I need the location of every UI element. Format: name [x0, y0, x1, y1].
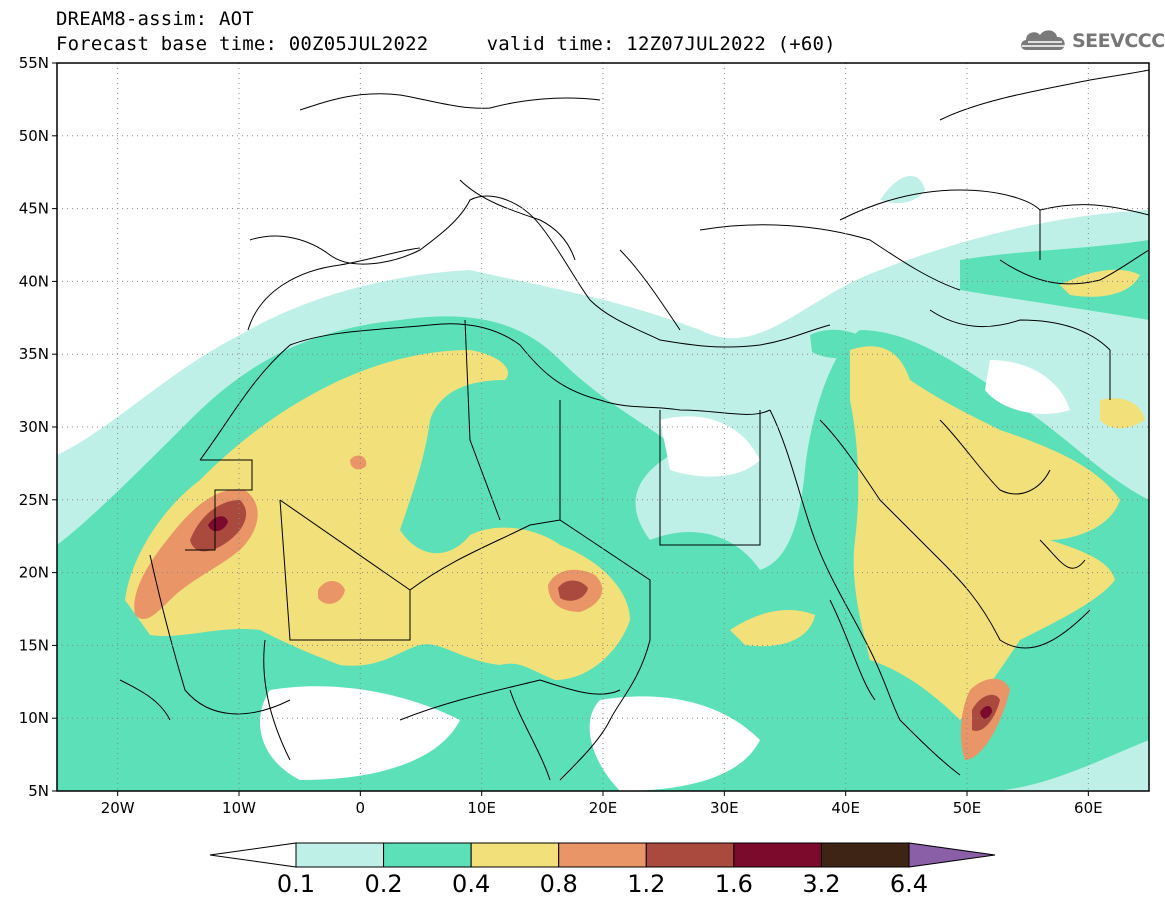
colorbar-segment — [733, 842, 822, 868]
lat-tick-label: 40N — [19, 272, 49, 290]
map-grid — [57, 63, 1149, 791]
lat-tick-label: 50N — [19, 127, 49, 145]
lon-tick-label: 60E — [1074, 799, 1103, 817]
colorbar-label: 0.2 — [364, 870, 402, 898]
lat-tick-label: 25N — [19, 491, 49, 509]
lat-tick-label: 55N — [19, 54, 49, 72]
colorbar-segment — [383, 842, 472, 868]
map-title: DREAM8-assim: AOT — [56, 8, 254, 30]
lat-tick-label: 5N — [28, 782, 49, 800]
aot-colorbar: 0.1 0.2 0.4 0.8 1.2 1.6 3.2 6.4 — [209, 842, 996, 898]
colorbar-segment — [470, 842, 560, 868]
colorbar-label: 0.4 — [452, 870, 490, 898]
lat-tick-label: 35N — [19, 345, 49, 363]
colorbar-label: 6.4 — [890, 870, 928, 898]
lon-tick-label: 10E — [467, 799, 496, 817]
cloud-icon — [1021, 30, 1066, 50]
colorbar-low-extend — [209, 842, 297, 868]
colorbar-high-extend — [908, 842, 996, 868]
lat-tick-label: 30N — [19, 418, 49, 436]
logo-text: SEEVCCC — [1072, 30, 1165, 52]
colorbar-segment — [820, 842, 910, 868]
lon-tick-label: 20E — [589, 799, 618, 817]
lat-tick-label: 45N — [19, 200, 49, 218]
aot-clear-areas — [260, 360, 1070, 791]
latitude-labels: 55N 50N 45N 40N 35N 30N 25N 20N 15N 10N 5N — [19, 54, 57, 800]
colorbar-label: 0.8 — [540, 870, 578, 898]
colorbar-label: 1.2 — [627, 870, 665, 898]
colorbar-label: 3.2 — [802, 870, 840, 898]
lon-tick-label: 30E — [710, 799, 739, 817]
colorbar-label: 0.1 — [277, 870, 315, 898]
lon-tick-label: 10W — [222, 799, 256, 817]
lat-tick-label: 10N — [19, 709, 49, 727]
aot-layer-0-4 — [125, 269, 1145, 720]
lon-tick-label: 40E — [831, 799, 860, 817]
lon-tick-label: 50E — [953, 799, 982, 817]
aot-layer-1-6 — [208, 516, 992, 719]
lat-tick-label: 15N — [19, 636, 49, 654]
lon-tick-label: 0 — [356, 799, 366, 817]
colorbar-label: 1.6 — [715, 870, 753, 898]
colorbar-segment — [558, 842, 647, 868]
lon-tick-label: 20W — [101, 799, 135, 817]
coastlines-borders — [119, 69, 1149, 781]
colorbar-segment — [645, 842, 735, 868]
lat-tick-label: 20N — [19, 564, 49, 582]
aot-field — [57, 176, 1149, 791]
seevccc-logo: SEEVCCC — [1018, 24, 1165, 58]
longitude-labels: 20W 10W 0 10E 20E 30E 40E 50E 60E — [101, 791, 1103, 817]
colorbar-segment — [295, 842, 385, 868]
forecast-times: Forecast base time: 00Z05JUL2022 valid t… — [56, 33, 836, 55]
